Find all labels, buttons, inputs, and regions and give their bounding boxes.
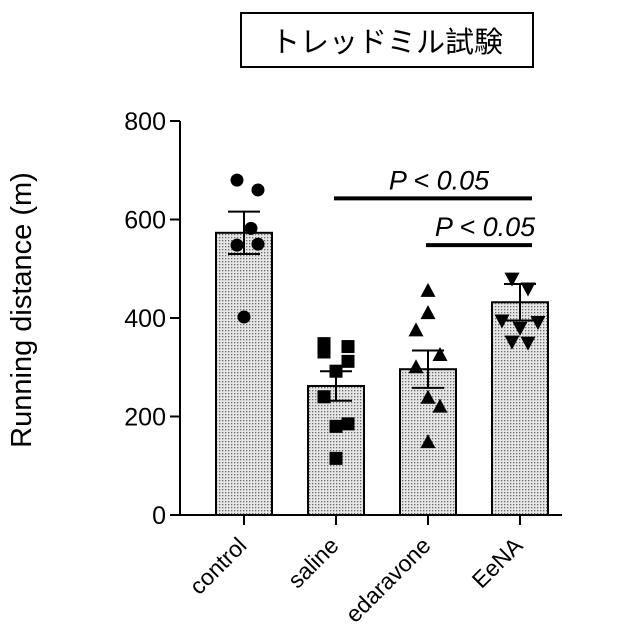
- x-tick-label: control: [184, 532, 251, 599]
- data-point-saline: [342, 417, 355, 430]
- data-point-control: [245, 222, 258, 235]
- x-tick-label: saline: [283, 532, 344, 593]
- data-point-saline: [318, 345, 331, 358]
- data-point-edaravone: [421, 305, 436, 319]
- data-point-control: [231, 239, 244, 252]
- data-point-edaravone: [421, 283, 436, 297]
- bar-control: [216, 233, 272, 515]
- data-point-edaravone: [433, 347, 448, 361]
- x-tick-label: EeNA: [467, 532, 528, 593]
- data-point-control: [238, 311, 251, 324]
- bar-saline: [308, 386, 364, 515]
- data-point-control: [252, 183, 265, 196]
- significance-label: P < 0.05: [435, 212, 536, 242]
- y-tick-label: 400: [124, 305, 166, 333]
- y-tick-label: 800: [124, 108, 166, 136]
- y-tick-label: 600: [124, 207, 166, 235]
- data-point-edaravone: [409, 322, 424, 336]
- data-point-saline: [330, 452, 343, 465]
- data-point-edaravone: [409, 359, 424, 373]
- y-tick-label: 0: [152, 502, 166, 530]
- data-point-saline: [342, 355, 355, 368]
- x-tick-label: edaravone: [340, 532, 435, 627]
- y-tick-label: 200: [124, 404, 166, 432]
- data-point-saline: [342, 340, 355, 353]
- data-point-control: [231, 174, 244, 187]
- data-point-control: [252, 238, 265, 251]
- significance-label: P < 0.05: [389, 165, 490, 195]
- data-point-saline: [330, 420, 343, 433]
